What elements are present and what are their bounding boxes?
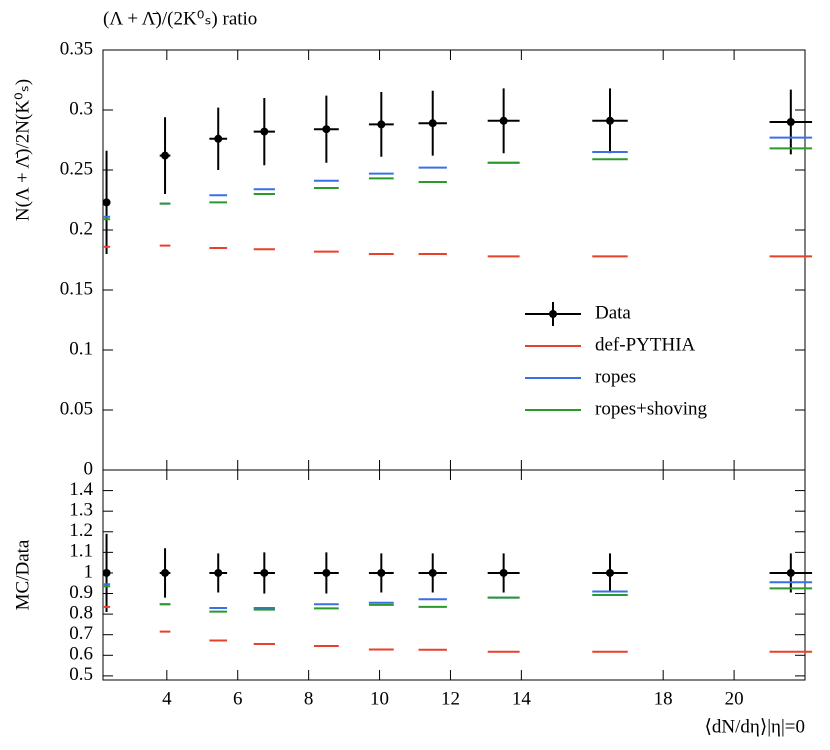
y-tick-label: 0.3 xyxy=(69,98,93,119)
y-tick-label: 0.5 xyxy=(69,664,93,685)
data-point xyxy=(102,198,111,207)
data-point xyxy=(214,568,223,577)
x-tick-label: 10 xyxy=(370,688,389,709)
y-tick-label: 0.7 xyxy=(69,623,93,644)
data-point xyxy=(260,127,269,136)
data-point xyxy=(322,568,331,577)
x-tick-label: 14 xyxy=(512,688,532,709)
data-point xyxy=(161,568,170,577)
data-point xyxy=(786,568,795,577)
y-tick-label: 0.6 xyxy=(69,644,93,665)
legend-swatch xyxy=(549,310,557,318)
data-point xyxy=(377,120,386,129)
y-tick-label: 0.15 xyxy=(60,278,93,299)
y-tick-label: 1.4 xyxy=(69,479,93,500)
y-tick-label: 0.25 xyxy=(60,158,93,179)
data-point xyxy=(214,134,223,143)
y-axis-label: N(Λ + Λ̄)/2N(K⁰ₛ) xyxy=(12,79,33,221)
data-point xyxy=(428,119,437,128)
data-point xyxy=(161,151,170,160)
data-point xyxy=(786,118,795,126)
x-axis-label: ⟨dN/dη⟩|η|=0 xyxy=(704,716,805,737)
y-tick-label: 0.35 xyxy=(60,38,93,59)
data-point xyxy=(377,568,386,577)
ratio-y-axis-label: MC/Data xyxy=(12,539,33,610)
data-point xyxy=(102,568,111,577)
y-tick-label: 1.1 xyxy=(69,541,93,562)
x-tick-label: 12 xyxy=(441,688,460,709)
y-tick-label: 0.2 xyxy=(69,218,93,239)
x-tick-label: 8 xyxy=(304,688,314,709)
x-tick-label: 6 xyxy=(233,688,243,709)
data-point xyxy=(606,116,614,125)
y-tick-label: 0.9 xyxy=(69,582,93,603)
y-tick-label: 0.05 xyxy=(60,398,93,419)
data-point xyxy=(499,568,508,577)
legend-label: ropes xyxy=(595,366,636,387)
y-tick-label: 0.8 xyxy=(69,602,93,623)
data-point xyxy=(322,125,331,134)
y-tick-label: 1 xyxy=(84,561,94,582)
y-tick-label: 1.2 xyxy=(69,520,93,541)
data-point xyxy=(499,116,508,125)
x-tick-label: 18 xyxy=(654,688,673,709)
data-point xyxy=(428,568,437,577)
y-tick-label: 0.1 xyxy=(69,338,93,359)
legend-label: Data xyxy=(595,302,631,323)
x-tick-label: 20 xyxy=(725,688,744,709)
x-tick-label: 4 xyxy=(162,688,172,709)
y-tick-label: 1.3 xyxy=(69,500,93,521)
legend-label: def-PYTHIA xyxy=(595,334,696,355)
chart-title: (Λ + Λ̄)/(2K⁰ₛ) ratio xyxy=(103,8,257,29)
lower-frame xyxy=(102,469,806,681)
data-point xyxy=(606,568,614,577)
data-point xyxy=(260,568,269,577)
legend-label: ropes+shoving xyxy=(595,398,708,419)
y-tick-label: 0 xyxy=(84,458,94,479)
